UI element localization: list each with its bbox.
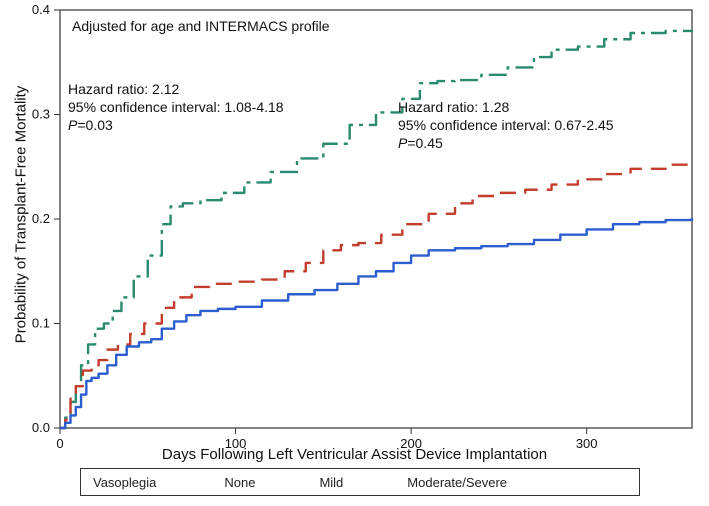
legend-item-modsev: Moderate/Severe — [357, 475, 507, 490]
ytick-label: 0.1 — [32, 316, 50, 331]
left-stats: Hazard ratio: 2.1295% confidence interva… — [68, 80, 284, 134]
legend-item-none: None — [174, 475, 255, 490]
legend-label-modsev: Moderate/Severe — [407, 475, 507, 490]
x-axis-label: Days Following Left Ventricular Assist D… — [0, 446, 709, 463]
mortality-chart: 01002003000.00.10.20.30.4 — [0, 0, 709, 466]
ytick-label: 0.0 — [32, 420, 50, 435]
right-stats: Hazard ratio: 1.2895% confidence interva… — [398, 98, 614, 152]
legend-label-none: None — [224, 475, 255, 490]
ytick-label: 0.4 — [32, 2, 50, 17]
legend-title: Vasoplegia — [93, 475, 156, 490]
ytick-label: 0.2 — [32, 211, 50, 226]
y-axis-label: Probability of Transplant-Free Mortality — [13, 6, 30, 424]
legend: Vasoplegia None Mild Moderate/Severe — [80, 468, 640, 496]
header-note: Adjusted for age and INTERMACS profile — [72, 18, 330, 34]
legend-label-mild: Mild — [319, 475, 343, 490]
ytick-label: 0.3 — [32, 107, 50, 122]
legend-item-mild: Mild — [269, 475, 343, 490]
